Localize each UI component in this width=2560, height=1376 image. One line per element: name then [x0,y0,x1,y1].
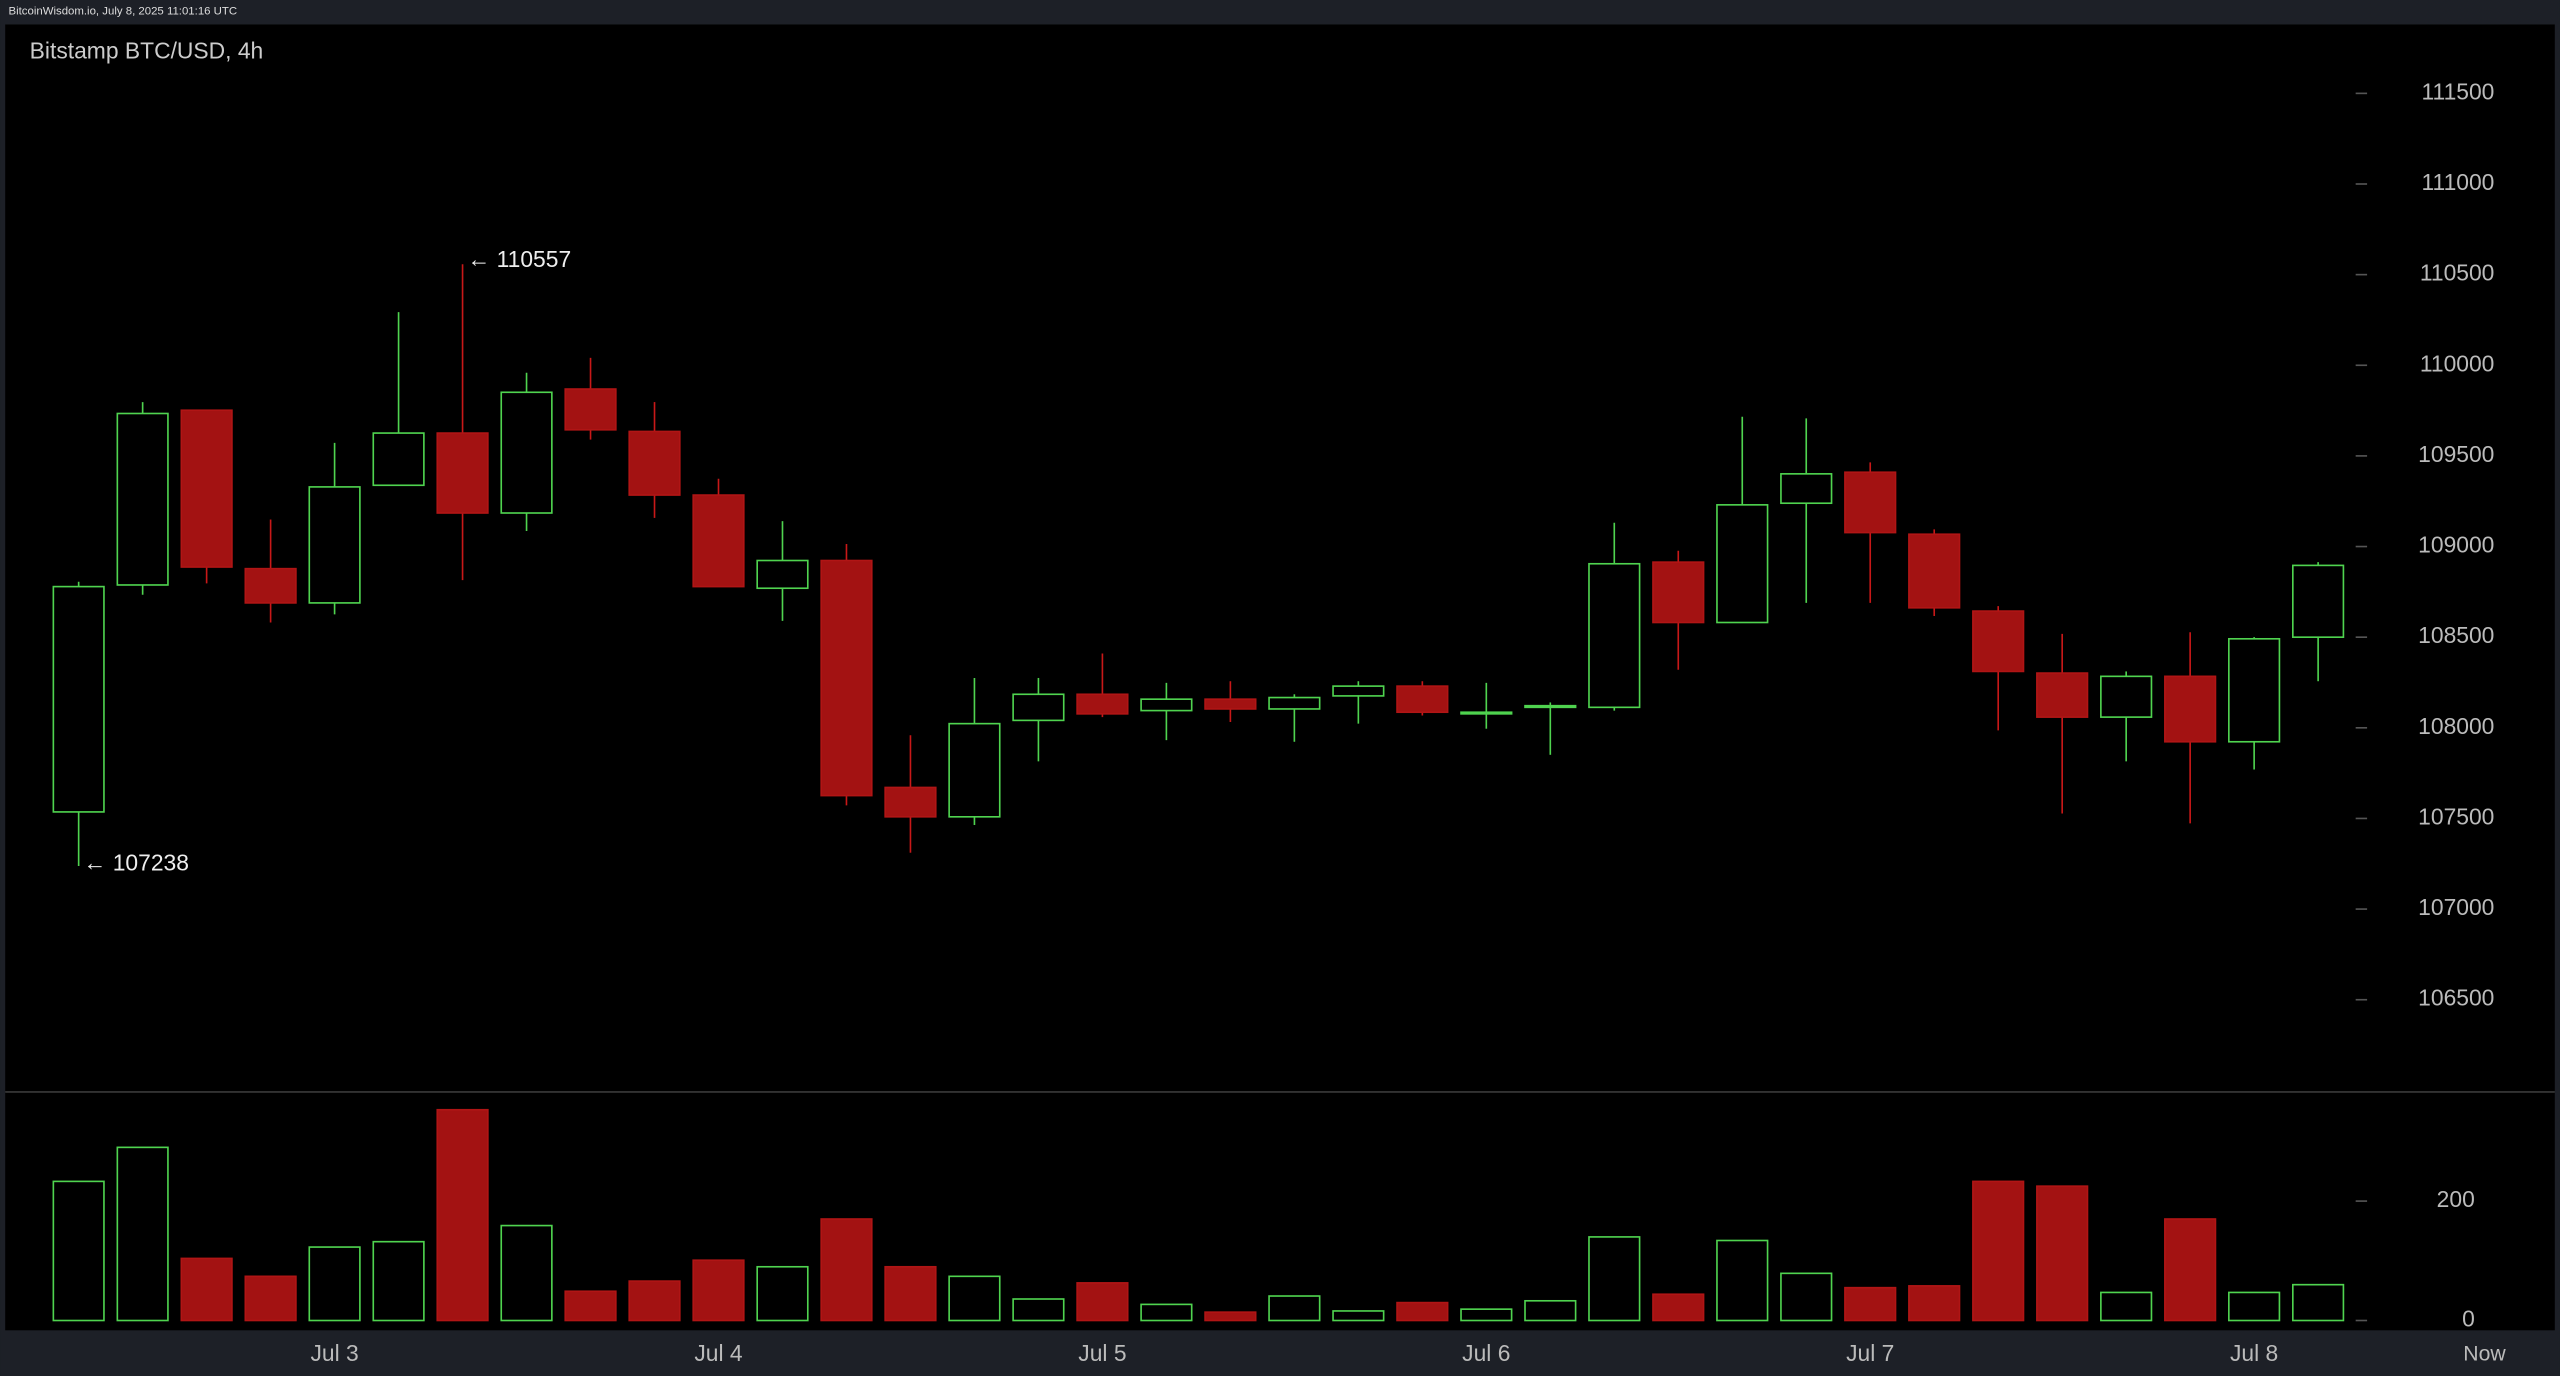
header-source: BitcoinWisdom.io, July 8, 2025 11:01:16 … [8,5,237,17]
candle-body [2292,564,2345,638]
volume-bar [1844,1286,1897,1322]
y-tick-label: 108000 [2418,713,2494,739]
candle-body [2036,672,2089,718]
volume-bar [1780,1272,1833,1322]
candle-body [692,494,745,588]
candle-body [1460,711,1513,715]
candle-body [2164,675,2217,743]
candle-body [564,388,617,431]
volume-bar [564,1290,617,1322]
volume-bar [1524,1299,1577,1322]
volume-bar [2292,1283,2345,1322]
x-tick-label: Jul 7 [1846,1340,1894,1366]
candle-body [1268,696,1321,710]
volume-bar [1460,1308,1513,1322]
candle-body [1396,685,1449,714]
candle-body [2228,637,2281,743]
volume-bar [308,1246,361,1322]
volume-bar [1716,1239,1769,1322]
y-tick-label: 111500 [2422,78,2495,104]
volume-bar [116,1146,169,1322]
volume-bar [1972,1180,2025,1322]
candle-body [1140,698,1193,712]
candle-body [500,391,553,514]
volume-bar [2100,1291,2153,1322]
y-tick-label: 109500 [2418,441,2494,467]
volume-bar [2164,1218,2217,1322]
volume-bar [1588,1236,1641,1322]
candle-body [1652,561,1705,624]
candle-body [1716,504,1769,624]
y-tick-label: 106500 [2418,985,2494,1011]
x-tick-label: Jul 3 [310,1340,358,1366]
volume-bar [1908,1285,1961,1322]
candle-body [1908,533,1961,609]
candle-body [372,432,425,487]
volume-bar [2228,1291,2281,1322]
x-tick-label: Jul 5 [1078,1340,1126,1366]
candle-body [1780,473,1833,505]
volume-bar [1076,1282,1129,1322]
candle-body [116,412,169,586]
y-tick-label: 107500 [2418,803,2494,829]
volume-tick-label: 0 [2462,1306,2475,1332]
chart-title: Bitstamp BTC/USD, 4h [30,37,264,63]
candle-body [1972,610,2025,673]
volume-bar [1268,1295,1321,1322]
volume-bar [756,1265,809,1322]
volume-bar [1012,1298,1065,1322]
candle-body [1524,704,1577,709]
candle-body [1844,471,1897,534]
y-tick-label: 110500 [2420,260,2495,286]
annotation: ← 107238 [84,849,189,875]
volume-bar [1204,1311,1257,1322]
candle-body [244,567,297,604]
volume-bar [500,1224,553,1322]
candle-body [180,409,233,568]
volume-bar [692,1259,745,1322]
candle-body [308,486,361,604]
y-tick-label: 107000 [2418,894,2494,920]
y-tick-label: 111000 [2422,169,2495,195]
annotation: ← 110557 [467,246,571,272]
volume-bar [2036,1185,2089,1322]
volume-bar [948,1275,1001,1322]
y-tick-label: 109000 [2418,532,2494,558]
candle-body [436,432,489,514]
candle-body [1588,562,1641,709]
volume-bar [820,1218,873,1322]
volume-bar [628,1280,681,1322]
volume-bar [436,1108,489,1322]
volume-bar [1140,1303,1193,1322]
candle-body [884,786,937,818]
candle-body [1204,698,1257,710]
volume-bar [372,1240,425,1322]
candle-body [52,585,105,813]
volume-bar [884,1265,937,1322]
x-tick-label: Jul 6 [1462,1340,1510,1366]
volume-bar [244,1275,297,1322]
candle-body [948,722,1001,818]
volume-bar [1396,1301,1449,1322]
volume-bar [1332,1310,1385,1322]
y-tick-label: 110000 [2420,350,2495,376]
volume-bar [52,1180,105,1322]
candle-body [628,430,681,496]
y-tick-label: 108500 [2418,622,2494,648]
candle-body [820,559,873,797]
candle-body [1076,693,1129,715]
volume-tick-label: 200 [2437,1186,2475,1212]
candle-body [756,559,809,590]
x-now-label: Now [2463,1342,2506,1365]
candle-body [1332,685,1385,697]
volume-bar [1652,1293,1705,1322]
candle-body [2100,675,2153,718]
volume-bar [180,1257,233,1322]
candle-body [1012,693,1065,722]
x-tick-label: Jul 4 [694,1340,743,1366]
x-tick-label: Jul 8 [2230,1340,2278,1366]
